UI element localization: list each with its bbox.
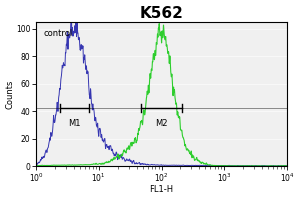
X-axis label: FL1-H: FL1-H xyxy=(149,185,174,194)
Y-axis label: Counts: Counts xyxy=(6,79,15,109)
Text: control: control xyxy=(44,29,73,38)
Text: M1: M1 xyxy=(68,119,81,128)
Text: M2: M2 xyxy=(155,119,168,128)
Title: K562: K562 xyxy=(140,6,183,21)
